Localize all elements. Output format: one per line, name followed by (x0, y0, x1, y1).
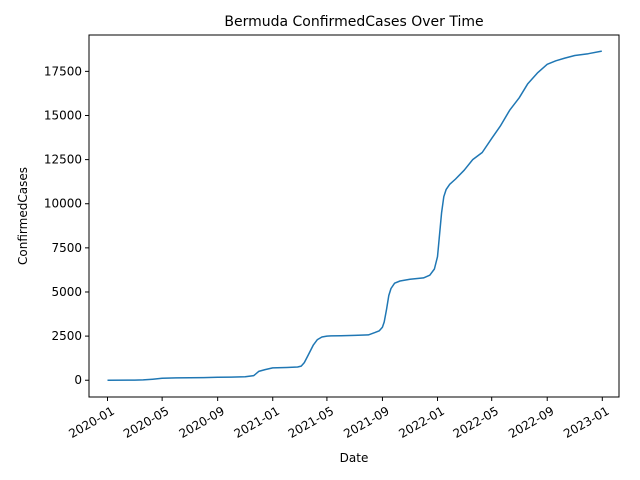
series-layer (107, 50, 602, 381)
x-axis-label: Date (340, 451, 369, 465)
y-tick-label: 7500 (51, 241, 82, 255)
y-tick-label: 17500 (44, 64, 82, 78)
y-axis-label: ConfirmedCases (16, 167, 30, 265)
y-axis-ticks: 0 2500 5000 7500 10000 12500 15000 17500 (44, 64, 89, 387)
plot-area-frame (88, 34, 620, 398)
y-tick-label: 2500 (51, 329, 82, 343)
y-tick-label: 0 (74, 373, 82, 387)
y-tick-label: 5000 (51, 285, 82, 299)
y-tick-label: 15000 (44, 108, 82, 122)
y-tick-label: 10000 (44, 197, 82, 211)
chart-title: Bermuda ConfirmedCases Over Time (224, 14, 483, 30)
series-line-0 (107, 50, 602, 381)
y-tick-label: 12500 (44, 153, 82, 167)
